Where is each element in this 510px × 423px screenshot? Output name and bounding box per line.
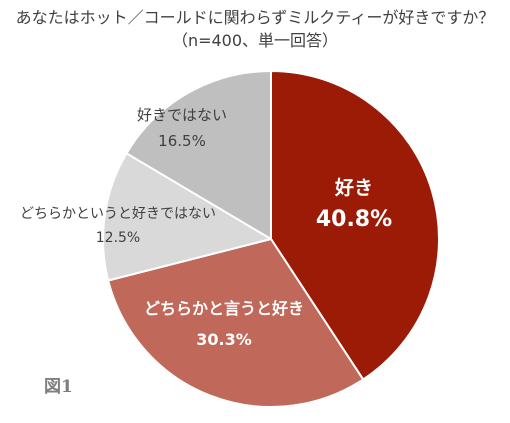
slice-label-3: どちらかというと好きではない <box>20 206 216 222</box>
slice-label-2: どちらかと言うと好き <box>144 299 304 318</box>
slice-value-4: 16.5% <box>158 132 206 150</box>
slice-label-1: 好き <box>334 176 373 199</box>
chart-title: あなたはホット／コールドに関わらずミルクティーが好きですか？ <box>15 8 495 27</box>
chart-title-block: あなたはホット／コールドに関わらずミルクティーが好きですか？ （n=400、単一… <box>0 6 510 52</box>
slice-value-1: 40.8% <box>316 207 392 232</box>
slice-value-3: 12.5% <box>96 230 140 246</box>
figure-label: 図1 <box>44 377 73 397</box>
slice-value-2: 30.3% <box>196 330 252 349</box>
pie-slice-4 <box>125 70 272 240</box>
slice-label-4: 好きではない <box>137 106 227 124</box>
pie-slice-2 <box>107 238 365 408</box>
chart-subtitle: （n=400、単一回答） <box>171 31 339 50</box>
pie-slice-3 <box>102 152 272 282</box>
